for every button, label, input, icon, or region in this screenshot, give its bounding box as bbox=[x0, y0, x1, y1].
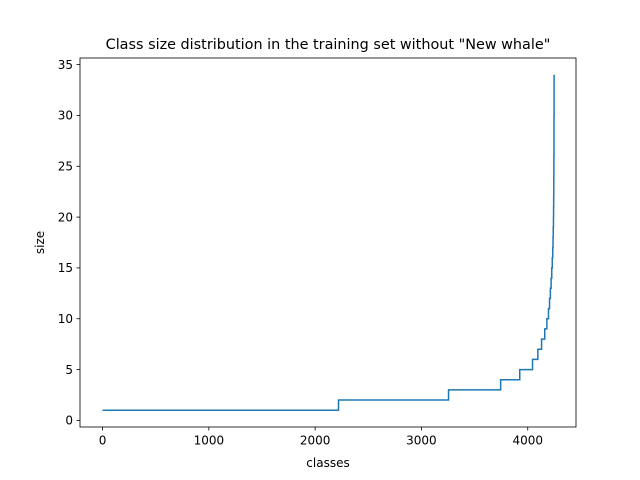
x-tick-label: 4000 bbox=[512, 434, 543, 448]
series-line-0 bbox=[102, 74, 555, 411]
y-axis-label: size bbox=[33, 231, 47, 254]
y-tick-label: 35 bbox=[58, 58, 73, 72]
x-tick-label: 3000 bbox=[406, 434, 437, 448]
x-axis-ticks: 0 1000 2000 3000 4000 bbox=[99, 427, 543, 448]
y-tick-label: 30 bbox=[58, 109, 73, 123]
x-tick-label: 2000 bbox=[300, 434, 331, 448]
y-tick-label: 0 bbox=[65, 414, 73, 428]
y-tick-label: 20 bbox=[58, 210, 73, 224]
y-tick-label: 15 bbox=[58, 261, 73, 275]
chart-title: Class size distribution in the training … bbox=[106, 37, 551, 53]
axes-frame bbox=[79, 57, 577, 428]
x-tick-label: 1000 bbox=[194, 434, 225, 448]
x-axis-label: classes bbox=[306, 456, 349, 470]
y-tick-label: 5 bbox=[65, 363, 73, 377]
y-tick-label: 10 bbox=[58, 312, 73, 326]
plot-area bbox=[102, 74, 555, 411]
x-tick-label: 0 bbox=[99, 434, 107, 448]
y-axis-ticks: 0 5 10 15 20 25 30 35 bbox=[58, 58, 80, 428]
y-tick-label: 25 bbox=[58, 160, 73, 174]
